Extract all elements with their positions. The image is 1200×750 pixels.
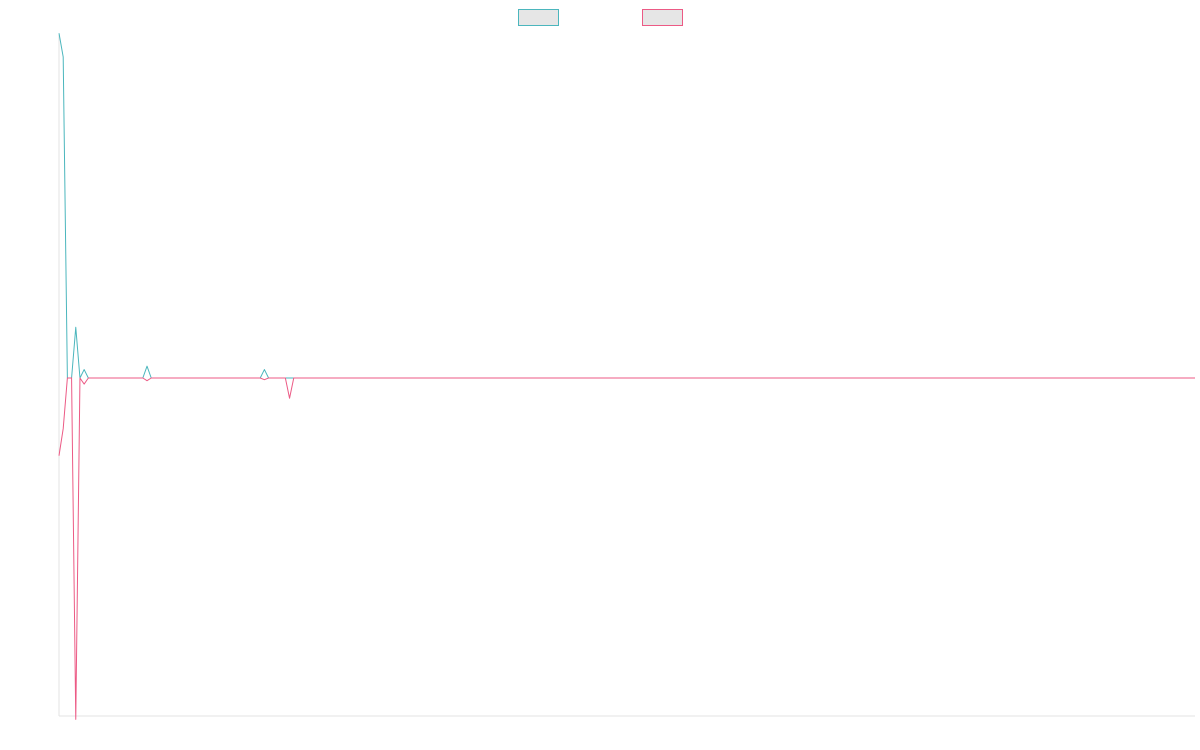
legend [518, 9, 683, 26]
axes [58, 35, 1195, 717]
series-lines [58, 33, 1195, 720]
legend-swatch-2[interactable] [642, 9, 683, 26]
series-line-2 [58, 377, 1195, 720]
legend-swatch-1[interactable] [518, 9, 559, 26]
series-line-1 [58, 33, 1195, 379]
